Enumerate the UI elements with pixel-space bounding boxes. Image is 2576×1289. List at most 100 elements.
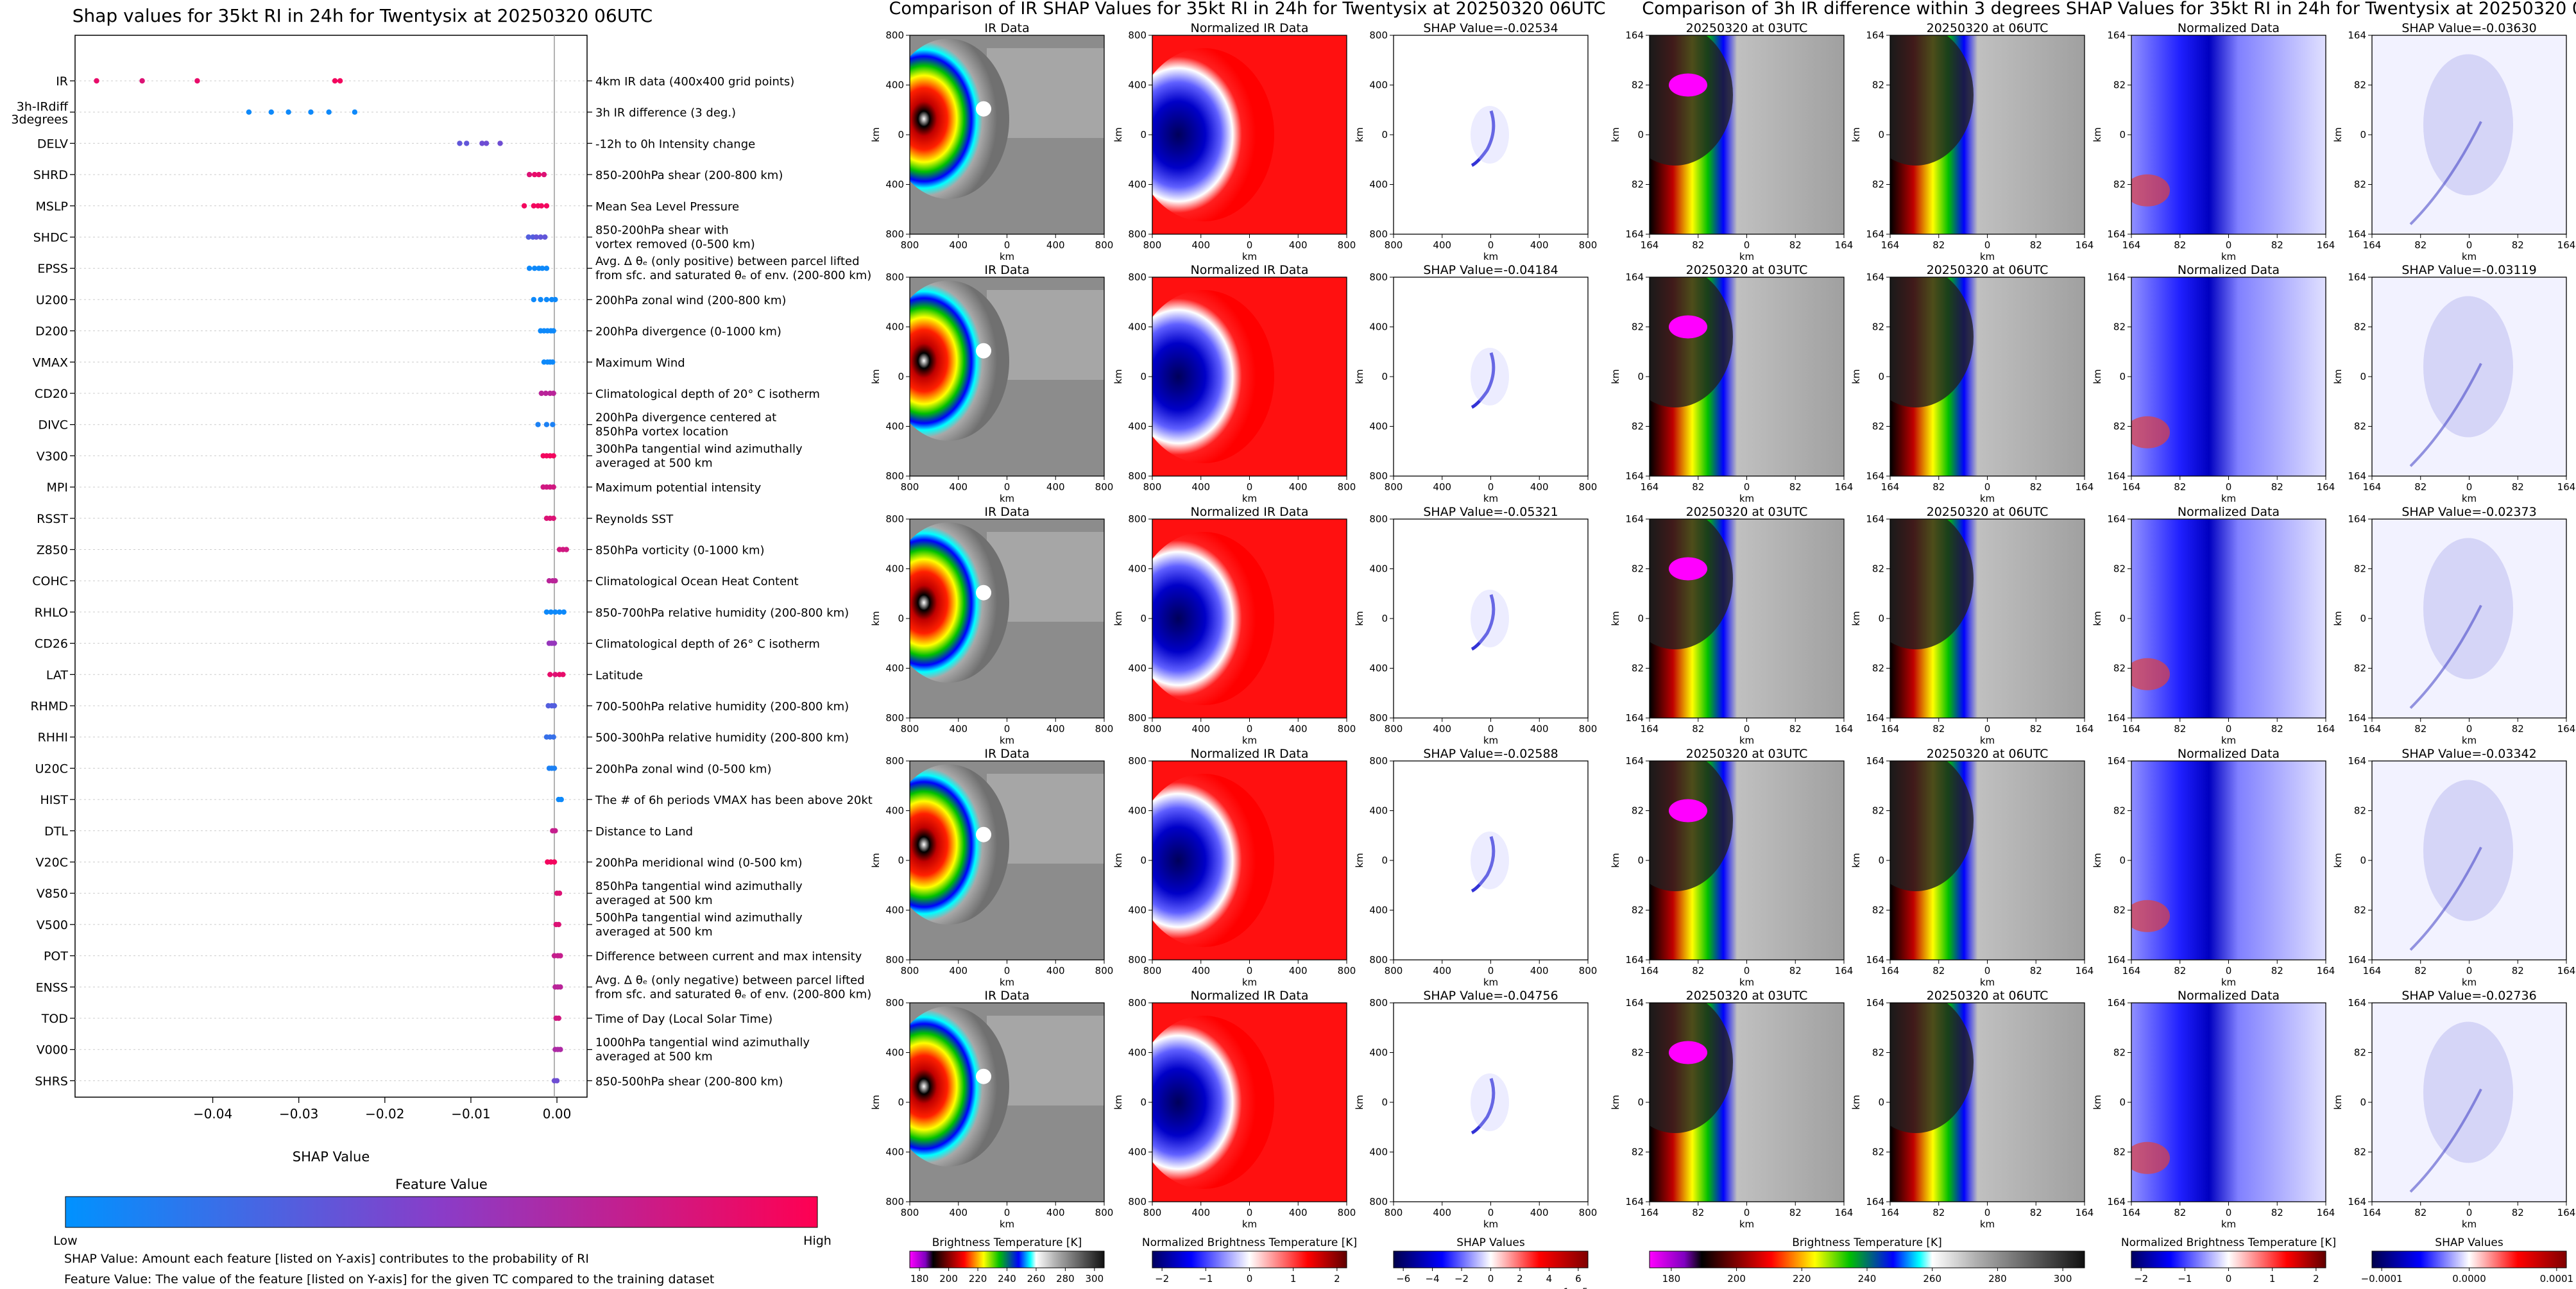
shap-diff-band <box>2409 1088 2482 1193</box>
panel-x-tick-label: 82 <box>1932 965 1945 977</box>
feature-description-labels: 4km IR data (400x400 grid points) 3h IR d… <box>587 75 873 1088</box>
panel-y-tick-label: 800 <box>1128 954 1147 966</box>
diff-norm-image <box>2131 35 2326 234</box>
irdiff-panel: SHAP Value=-0.03630164164828200828216416… <box>2332 21 2575 262</box>
shap-point <box>550 422 556 427</box>
panel-y-tick-label: 82 <box>2354 1147 2366 1158</box>
panel-x-tick-label: 82 <box>2030 723 2042 735</box>
shap-point <box>543 390 549 397</box>
panel-y-tick-label: 0 <box>1140 371 1147 382</box>
panel-y-axis-label: km <box>2332 127 2344 142</box>
panel-x-tick-label: 0 <box>1004 239 1011 251</box>
panel-y-axis-label: km <box>1850 1095 1862 1109</box>
panel-x-tick-label: 800 <box>1579 239 1598 251</box>
normalized-ir-title: Normalized IR Data <box>1191 263 1309 277</box>
shap-point <box>457 141 463 146</box>
ir-panel: SHAP Value=-0.04184800800400400004004008… <box>1354 263 1597 504</box>
shap-diff-band <box>2409 121 2482 225</box>
feature-name: V300 <box>37 449 68 463</box>
panel-x-tick-label: 800 <box>1385 965 1403 977</box>
shap-x-ticks: −0.04 −0.03 −0.02 −0.01 0.00 <box>193 1097 571 1122</box>
shap-diff-pattern <box>2423 780 2513 921</box>
panel-y-tick-label: 164 <box>2348 470 2366 482</box>
panel-x-tick-label: 0 <box>2226 1207 2232 1218</box>
shap-point <box>550 328 556 334</box>
shap-point <box>308 109 314 115</box>
panel-y-tick-label: 0 <box>1381 855 1388 866</box>
panel-image <box>2131 1003 2326 1202</box>
panel-y-axis-label: km <box>870 1095 882 1109</box>
normalized-diff-title: Normalized Data <box>2178 747 2280 761</box>
ir-panel: SHAP Value=-0.05321800800400400004004008… <box>1354 505 1597 746</box>
panel-y-tick-label: 800 <box>1128 1196 1147 1208</box>
colorbar-tick-label: −2 <box>1454 1273 1469 1285</box>
shap-point <box>552 578 558 584</box>
panel-x-tick-label: 400 <box>1530 965 1549 977</box>
panel-image <box>2372 519 2566 718</box>
feature-name: V000 <box>37 1043 68 1057</box>
panel-y-tick-label: 82 <box>1632 563 1644 575</box>
colorbar-tick-label: 240 <box>998 1273 1016 1285</box>
panel-y-tick-label: 0 <box>1637 129 1644 141</box>
panel-y-tick-label: 0 <box>2360 371 2366 382</box>
warm-patch <box>2131 174 2170 207</box>
panel-x-tick-label: 82 <box>2512 481 2524 493</box>
storm-eye <box>976 1068 991 1084</box>
panel-y-tick-label: 82 <box>2113 805 2126 817</box>
panel-y-tick-label: 164 <box>1866 470 1884 482</box>
shap-point <box>556 609 563 615</box>
irdiff-panel: 20250320 at 06UTC1641648282008282164164k… <box>1850 505 2094 746</box>
panel-x-tick-label: 0 <box>1004 965 1011 977</box>
panel-y-axis-label: km <box>1113 369 1124 384</box>
panel-x-axis-label: km <box>2221 977 2236 988</box>
panel-x-tick-label: 164 <box>2122 965 2141 977</box>
panel-x-tick-label: 164 <box>2317 239 2335 251</box>
panel-x-tick-label: 400 <box>1046 239 1065 251</box>
shap-point <box>337 78 343 84</box>
panel-x-tick-label: 400 <box>1433 239 1451 251</box>
panel-x-tick-label: 0 <box>1744 965 1750 977</box>
panel-x-tick-label: 800 <box>901 1207 919 1218</box>
feature-description: Climatological Ocean Heat Content <box>595 575 799 588</box>
panel-y-tick-label: 164 <box>2107 1196 2126 1208</box>
panel-y-tick-label: 164 <box>1625 1196 1644 1208</box>
panel-x-tick-label: 0 <box>1744 481 1750 493</box>
shap-point <box>563 547 570 552</box>
ir-data-title: IR Data <box>984 747 1029 761</box>
feature-name: V850 <box>37 887 68 901</box>
panel-x-tick-label: 800 <box>1385 239 1403 251</box>
panel-image <box>1394 277 1588 476</box>
colorbar-strip <box>2131 1251 2326 1268</box>
panel-x-tick-label: 82 <box>1789 965 1802 977</box>
panel-x-tick-label: 82 <box>2512 965 2524 977</box>
panel-x-tick-label: 400 <box>1433 723 1451 735</box>
panel-y-axis-label: km <box>1610 853 1621 867</box>
panel-x-tick-label: 0 <box>1744 1207 1750 1218</box>
feature-row-gridlines <box>75 80 587 1081</box>
panel-y-tick-label: 82 <box>1632 1047 1644 1059</box>
panel-y-tick-label: 0 <box>898 613 904 624</box>
colorbar-strip <box>2371 1251 2567 1268</box>
colorbar: SHAP Values −0.0001 0.0000 0.0001 <box>2361 1236 2573 1285</box>
panel-y-tick-label: 0 <box>2119 129 2126 141</box>
panel-image <box>2372 277 2566 476</box>
panel-x-tick-label: 0 <box>2466 1207 2473 1218</box>
colorbar-strip <box>1393 1251 1589 1268</box>
feature-name: LAT <box>46 668 69 682</box>
panel-x-tick-label: 82 <box>2174 481 2186 493</box>
x-tick-label: −0.02 <box>365 1106 404 1122</box>
panel-x-tick-label: 164 <box>1641 723 1659 735</box>
shap-point <box>558 1046 563 1052</box>
panel-x-tick-label: 400 <box>949 723 968 735</box>
panel-y-tick-label: 0 <box>2119 613 2126 624</box>
panel-y-tick-label: 0 <box>1381 129 1388 141</box>
panel-y-tick-label: 400 <box>1369 1047 1388 1059</box>
ir-panel: Normalized IR Data8008004004000040040080… <box>1113 21 1356 262</box>
panel-x-tick-label: 800 <box>1338 1207 1356 1218</box>
panel-x-tick-label: 0 <box>2466 965 2473 977</box>
panel-y-tick-label: 82 <box>2354 421 2366 432</box>
irdiff-panel: 20250320 at 06UTC1641648282008282164164k… <box>1850 263 2094 504</box>
ir-shap-title: SHAP Value=-0.04756 <box>1423 989 1558 1003</box>
shap-point <box>326 109 332 115</box>
shap-halo <box>1471 1073 1509 1131</box>
